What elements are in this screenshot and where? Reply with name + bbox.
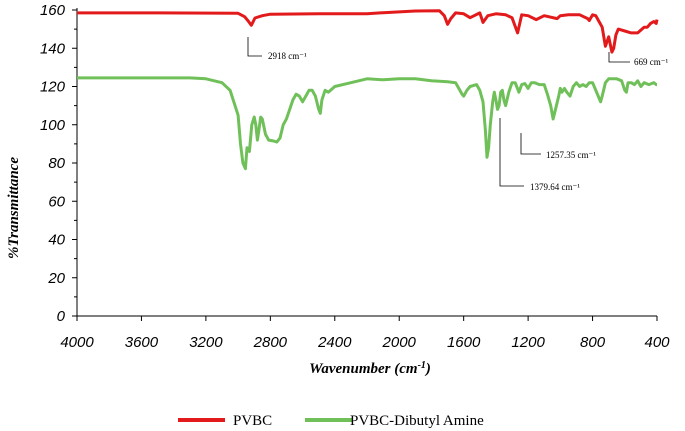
y-tick-label: 60: [48, 193, 65, 210]
annotation-label: 1257.35 cm⁻¹: [546, 150, 596, 160]
x-tick-label: 3200: [189, 334, 223, 351]
axes: [76, 8, 657, 317]
x-tick-label: 2400: [317, 334, 352, 351]
annotation-leader-line: [499, 118, 524, 187]
x-tick-label: 1600: [447, 334, 481, 351]
x-tick-label: 4000: [60, 334, 94, 351]
x-tick-label: 3600: [125, 334, 159, 351]
y-tick-label: 140: [40, 40, 66, 57]
y-tick-label: 100: [40, 117, 66, 134]
series-layer: [77, 9, 659, 171]
y-tick-label: 40: [48, 232, 65, 249]
legend: PVBC PVBC-Dibutyl Amine: [178, 413, 484, 429]
x-tick-label: 1200: [511, 334, 545, 351]
annotation-label: 669 cm⁻¹: [634, 57, 668, 67]
y-tick-label: 0: [57, 308, 66, 325]
x-tick-label: 400: [644, 334, 670, 351]
legend-label: PVBC-Dibutyl Amine: [350, 413, 484, 429]
y-ticks: 0 20 40 60 80 100 120 140 160: [40, 2, 77, 325]
annotation-leader-line: [247, 37, 262, 57]
y-tick-label: 20: [47, 270, 65, 287]
annotation-label: 1379.64 cm⁻¹: [530, 182, 580, 192]
x-tick-label: 800: [580, 334, 606, 351]
annotation-label: 2918 cm⁻¹: [268, 51, 307, 61]
y-tick-label: 120: [40, 79, 66, 96]
annotation-layer: 2918 cm⁻¹ 669 cm⁻¹ 1257.35 cm⁻¹ 1379.64 cm⁻…: [247, 37, 668, 192]
x-tick-label: 2000: [382, 334, 417, 351]
x-axis-title-superscript: -1: [418, 360, 426, 371]
x-axis-title: Wavenumber (cm-1): [309, 360, 431, 377]
x-tick-label: 2800: [253, 334, 288, 351]
series-line-pvbc-dibutyl-amine: [77, 76, 658, 171]
annotation-leader-line: [608, 52, 630, 63]
series-line-pvbc: [77, 9, 659, 54]
y-tick-label: 80: [48, 155, 65, 172]
y-axis-title: %Transmittance: [6, 157, 22, 259]
y-tick-label: 160: [40, 2, 66, 19]
x-ticks: 4000 3600 3200 2800 2400 2000 1600 1200 800 400: [60, 316, 670, 351]
legend-label: PVBC: [233, 413, 272, 429]
annotation-leader-line: [520, 133, 541, 155]
